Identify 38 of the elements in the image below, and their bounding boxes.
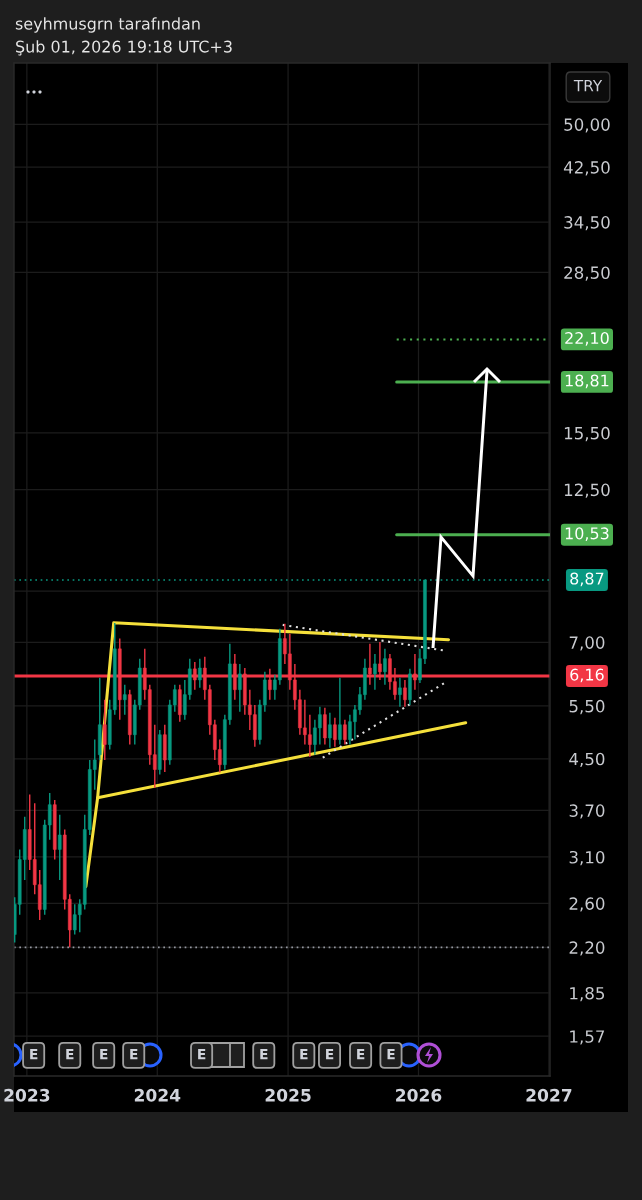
chart-title: seyhmusgrn tarafından — [15, 17, 200, 33]
annotation: E — [387, 1049, 395, 1060]
y-tick-label: 12,50 — [564, 483, 610, 498]
y-tick-label: 42,50 — [563, 161, 610, 176]
annotation: E — [30, 1049, 38, 1060]
annotation: E — [130, 1049, 138, 1060]
data-label: 10,53 — [565, 527, 609, 542]
y-tick-label: 50,00 — [564, 118, 610, 133]
ref-line-label: 6,16 — [570, 668, 604, 683]
ref-line-label: 8,87 — [570, 572, 604, 587]
data-label: 22,10 — [565, 331, 609, 346]
y-tick-label: 3,70 — [569, 804, 605, 819]
chart-subtitle: Şub 01, 2026 19:18 UTC+3 — [16, 40, 232, 56]
y-tick-label: 1,85 — [570, 986, 605, 1002]
text: TRY — [573, 80, 603, 92]
x-tick-label: 2027 — [526, 1088, 572, 1102]
x-tick-label: 2025 — [265, 1088, 311, 1102]
y-tick-label: 7,00 — [569, 636, 605, 651]
y-tick-label: 4,50 — [569, 752, 605, 768]
y-tick-label: 15,50 — [564, 426, 610, 442]
annotation: E — [198, 1049, 206, 1060]
y-tick-label: 2,20 — [569, 941, 605, 956]
x-tick-label: 2024 — [134, 1088, 181, 1102]
annotation: E — [326, 1049, 334, 1060]
y-tick-label: 34,50 — [564, 216, 610, 231]
annotation: E — [100, 1049, 108, 1060]
y-tick-label: 28,50 — [564, 266, 610, 281]
x-tick-label: 2023 — [4, 1088, 50, 1102]
annotation: E — [357, 1049, 365, 1060]
y-tick-label: 2,60 — [569, 897, 605, 912]
y-tick-label: 1,57 — [570, 1030, 605, 1045]
x-tick-label: 2026 — [396, 1088, 442, 1102]
annotation: E — [300, 1049, 308, 1060]
annotation: E — [260, 1049, 268, 1060]
data-label: 18,81 — [565, 374, 609, 389]
y-tick-label: 3,10 — [569, 850, 605, 866]
annotation: E — [66, 1049, 74, 1060]
y-tick-label: 5,50 — [569, 699, 605, 715]
